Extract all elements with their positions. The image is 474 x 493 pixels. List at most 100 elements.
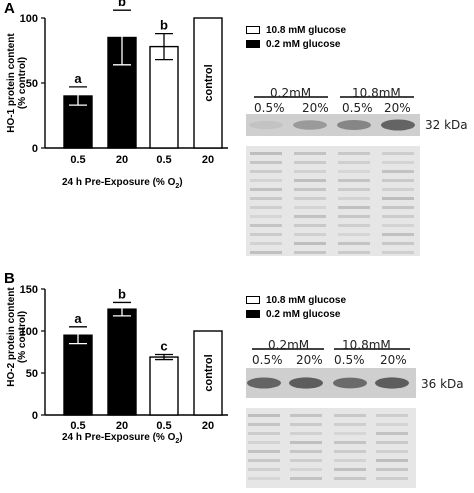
blot-b-lane-1: 0.5% <box>252 353 283 367</box>
blot-a-band-3 <box>381 119 415 131</box>
blot-a-loading-band-4-1 <box>294 188 326 191</box>
bar-letter-b-1: b <box>118 286 126 301</box>
blot-b-loading-band-1-3 <box>376 423 408 426</box>
blot-a-loading-band-5-1 <box>294 197 326 200</box>
blot-a-loading-band-7-3 <box>382 215 414 218</box>
blot-a-loading-band-11-3 <box>382 251 414 254</box>
blot-b-loading-band-7-2 <box>334 477 366 480</box>
blot-a-loading-band-2-0 <box>250 170 282 173</box>
blot-b-loading-band-3-0 <box>248 441 280 444</box>
blot-a-loading-band-2-3 <box>382 170 414 173</box>
blot-a-loading-band-3-2 <box>338 179 370 182</box>
x-axis-title-b: 24 h Pre-Exposure (% O2) <box>62 432 183 445</box>
blot-b-loading-band-1-0 <box>248 423 280 426</box>
blot-a-loading-band-8-3 <box>382 224 414 227</box>
blot-b-loading-band-1-2 <box>334 423 366 426</box>
blot-a-loading-band-3-3 <box>382 179 414 182</box>
blot-b-band-0 <box>247 377 281 389</box>
legend-a: 10.8 mM glucose 0.2 mM glucose <box>246 24 346 52</box>
legend-b: 10.8 mM glucose 0.2 mM glucose <box>246 294 346 322</box>
legend-b-swatch-white <box>246 296 260 304</box>
y-tick-label-a-2: 100 <box>20 13 38 25</box>
blot-a-loading-band-8-1 <box>294 224 326 227</box>
y-tick-label-a-0: 0 <box>32 143 38 155</box>
bar-a-3 <box>193 17 223 149</box>
bar-inner-label-a-3: control <box>203 64 215 101</box>
blot-a-loading-band-10-0 <box>250 242 282 245</box>
blot-b-loading-band-4-2 <box>334 450 366 453</box>
x-axis-title-b-sub: 2 <box>175 438 180 445</box>
legend-a-swatch-white <box>246 26 260 34</box>
blot-a-loading-band-2-1 <box>294 170 326 173</box>
y-tick-label-b-0: 0 <box>32 410 38 422</box>
legend-a-swatch-black <box>246 40 260 48</box>
x-axis-title-a-end: ) <box>179 177 183 188</box>
blot-a-loading-band-8-0 <box>250 224 282 227</box>
blot-b-lane-3: 0.5% <box>334 353 365 367</box>
blot-b-loading-band-4-0 <box>248 450 280 453</box>
blot-b-lane-4: 20% <box>380 353 407 367</box>
blot-b-loading-band-6-2 <box>334 468 366 471</box>
blot-b-loading-band-5-0 <box>248 459 280 462</box>
blot-a-loading-band-1-0 <box>250 161 282 164</box>
blot-b-loading-band-2-3 <box>376 432 408 435</box>
x-axis-title-a-sub: 2 <box>175 183 180 190</box>
panel-letter-a: A <box>4 0 15 17</box>
blot-a-loading-band-0-1 <box>294 152 326 155</box>
blot-b-band-1 <box>289 377 323 389</box>
bar-letter-b-2: c <box>160 339 167 354</box>
bar-a-2 <box>149 45 179 149</box>
blot-b-loading-band-0-3 <box>376 414 408 417</box>
blot-a-loading-band-10-3 <box>382 242 414 245</box>
blot-a-loading-band-6-2 <box>338 206 370 209</box>
y-tick-label-a-1: 50 <box>26 78 38 90</box>
blot-b-loading-band-3-1 <box>290 441 322 444</box>
y-tick-label-b-2: 100 <box>20 326 38 338</box>
blot-b-loading-band-6-0 <box>248 468 280 471</box>
blot-b-group-2: 10.8mM <box>342 338 391 352</box>
y-tick-label-b-3: 150 <box>20 284 38 296</box>
y-axis-title-b: HO-2 protein content (% control) <box>6 272 28 402</box>
x-tick-label-a-3: 20 <box>202 154 214 166</box>
blot-a-loading-band-1-2 <box>338 161 370 164</box>
bar-b-3 <box>193 330 223 416</box>
blot-a-loading-band-1-3 <box>382 161 414 164</box>
legend-b-label-low: 0.2 mM glucose <box>266 308 341 320</box>
blot-a-group-2: 10.8mM <box>352 86 401 100</box>
legend-a-label-low: 0.2 mM glucose <box>266 38 341 50</box>
blot-a-loading-band-4-2 <box>338 188 370 191</box>
x-tick-label-b-3: 20 <box>202 420 214 432</box>
blot-a-loading-band-3-1 <box>294 179 326 182</box>
blot-a-loading-band-9-0 <box>250 233 282 236</box>
blot-b-band-2 <box>333 377 367 389</box>
blot-b-loading-band-0-1 <box>290 414 322 417</box>
blot-a-band-1 <box>293 120 327 130</box>
blot-a-loading-band-11-1 <box>294 251 326 254</box>
blot-a-loading-band-11-2 <box>338 251 370 254</box>
legend-b-label-high: 10.8 mM glucose <box>266 294 347 306</box>
blot-b-loading-band-4-3 <box>376 450 408 453</box>
blot-b-loading-band-6-1 <box>290 468 322 471</box>
blot-a-lane-3: 0.5% <box>342 101 373 115</box>
bar-inner-label-b-3: control <box>203 354 215 391</box>
blot-b-loading-band-2-2 <box>334 432 366 435</box>
blot-b-loading-band-7-0 <box>248 477 280 480</box>
blot-a-loading-band-6-0 <box>250 206 282 209</box>
x-tick-label-b-1: 20 <box>116 420 128 432</box>
blot-a-lane-4: 20% <box>384 101 411 115</box>
blot-a-band-0 <box>249 120 283 130</box>
blot-a-loading-band-0-3 <box>382 152 414 155</box>
x-axis-title-b-text: 24 h Pre-Exposure (% O <box>62 432 176 443</box>
x-tick-label-a-0: 0.5 <box>70 154 85 166</box>
blot-a-loading-band-9-1 <box>294 233 326 236</box>
blot-b-lane-2: 20% <box>296 353 323 367</box>
blot-b-loading-band-3-3 <box>376 441 408 444</box>
blot-b-loading-band-4-1 <box>290 450 322 453</box>
blot-b-loading-band-5-1 <box>290 459 322 462</box>
blot-a-loading-band-2-2 <box>338 170 370 173</box>
blot-a-loading-band-8-2 <box>338 224 370 227</box>
blot-a-loading-band-7-0 <box>250 215 282 218</box>
blot-a-loading-band-9-2 <box>338 233 370 236</box>
blot-b-loading-band-5-2 <box>334 459 366 462</box>
